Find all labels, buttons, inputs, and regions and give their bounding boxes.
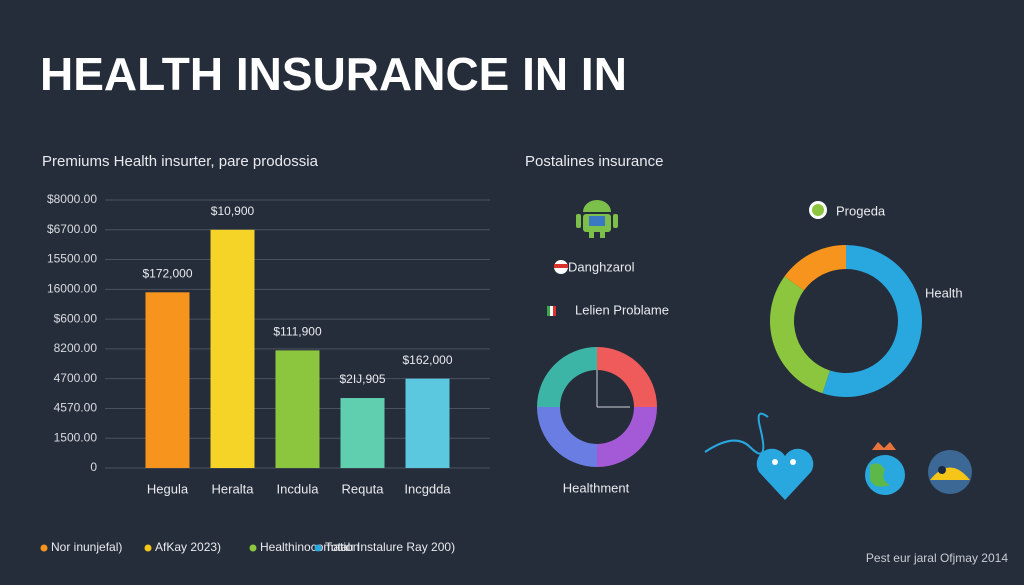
x-tick-label: Incdula <box>277 481 320 496</box>
donut-segment <box>597 407 657 467</box>
legend-marker <box>314 544 322 552</box>
android-icon <box>576 200 618 238</box>
donut-segment <box>537 407 597 467</box>
x-tick-label: Requta <box>342 481 385 496</box>
legend-marker <box>144 544 152 552</box>
leaf-icon <box>809 201 827 219</box>
donut-segment <box>784 245 846 291</box>
donut-caption: Healthment <box>563 480 630 495</box>
donut-annotation: Health <box>925 285 963 300</box>
bar <box>405 378 450 468</box>
note-label: Lelien Problame <box>575 302 669 317</box>
bird-icon <box>928 450 972 494</box>
y-tick-label: 15500.00 <box>47 252 97 266</box>
y-tick-label: 8200.00 <box>54 341 98 355</box>
donut-segment <box>769 276 830 394</box>
donut-segment <box>597 347 657 407</box>
y-tick-label: 4700.00 <box>54 371 98 385</box>
flag-icon <box>554 260 568 274</box>
y-tick-label: 1500.00 <box>54 430 98 444</box>
donut-segment <box>537 347 597 407</box>
bar <box>340 398 385 468</box>
x-tick-label: Incgdda <box>404 481 451 496</box>
y-tick-label: $600.00 <box>54 311 98 325</box>
donut-annotation: Progeda <box>836 203 886 218</box>
bar <box>275 350 320 468</box>
footer: Pest eur jaral Ofjmay 2014 <box>866 551 1008 565</box>
legend-label: Totalı Instalure Ray 200) <box>325 540 455 554</box>
y-tick-label: 16000.00 <box>47 282 97 296</box>
bar-annotation: $10,900 <box>211 204 255 218</box>
legend-label: Nor inunjefal) <box>51 540 122 554</box>
legend-label: AfKay 2023) <box>155 540 221 554</box>
legend-label: Healthinocomation <box>260 540 359 554</box>
heart-icon <box>704 412 814 500</box>
bar-annotation: $2IJ,905 <box>339 372 385 386</box>
y-tick-label: $6700.00 <box>47 222 97 236</box>
y-tick-label: 4570.00 <box>54 401 98 415</box>
y-tick-label: 0 <box>90 460 97 474</box>
chart-title: Premiums Health insurter, pare prodossia <box>42 153 319 170</box>
flag-icon <box>547 306 556 316</box>
bar <box>210 229 255 468</box>
y-tick-label: $8000.00 <box>47 192 97 206</box>
legend-marker <box>40 544 48 552</box>
bar <box>145 292 190 468</box>
bar-annotation: $162,000 <box>402 353 452 367</box>
note-label: Danghzarol <box>568 259 635 274</box>
x-tick-label: Hegula <box>147 481 189 496</box>
chart-title: Postalines insurance <box>525 153 663 170</box>
x-tick-label: Heralta <box>212 481 255 496</box>
donut-segment <box>822 245 923 398</box>
bar-annotation: $172,000 <box>142 266 192 280</box>
legend-marker <box>249 544 257 552</box>
earth-icon <box>865 442 905 495</box>
bar-annotation: $111,900 <box>273 325 322 339</box>
page-title: HEALTH INSURANCE IN IN <box>40 48 627 100</box>
